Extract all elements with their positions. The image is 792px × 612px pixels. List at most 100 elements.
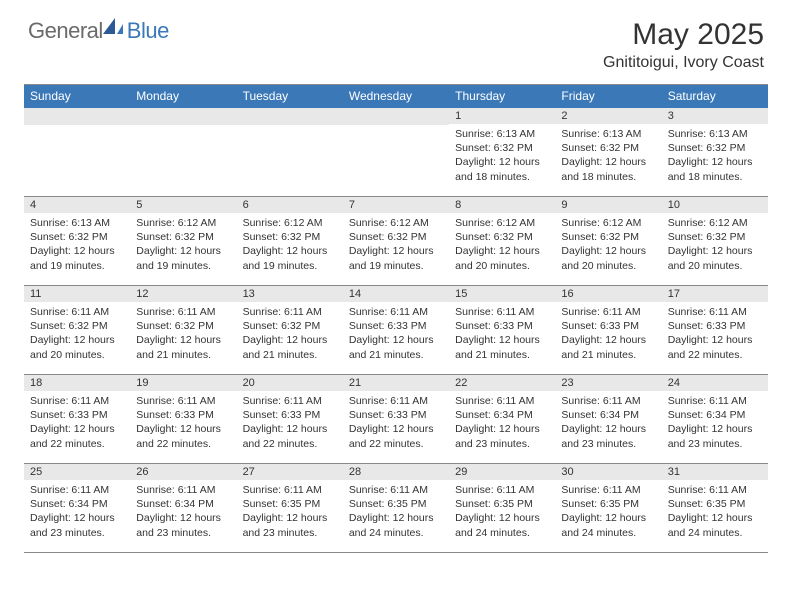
- day-number: 2: [555, 108, 661, 124]
- calendar-cell: 2Sunrise: 6:13 AMSunset: 6:32 PMDaylight…: [555, 108, 661, 196]
- day-details: Sunrise: 6:11 AMSunset: 6:33 PMDaylight:…: [343, 391, 449, 455]
- day-number: 31: [662, 464, 768, 480]
- calendar-cell: 23Sunrise: 6:11 AMSunset: 6:34 PMDayligh…: [555, 375, 661, 463]
- day-number: 4: [24, 197, 130, 213]
- day-header: Tuesday: [237, 85, 343, 108]
- day-header-row: SundayMondayTuesdayWednesdayThursdayFrid…: [24, 85, 768, 108]
- calendar-cell: 19Sunrise: 6:11 AMSunset: 6:33 PMDayligh…: [130, 375, 236, 463]
- day-details: [24, 125, 130, 132]
- calendar-cell: 9Sunrise: 6:12 AMSunset: 6:32 PMDaylight…: [555, 197, 661, 285]
- day-number: 15: [449, 286, 555, 302]
- day-header: Sunday: [24, 85, 130, 108]
- calendar-cell: 17Sunrise: 6:11 AMSunset: 6:33 PMDayligh…: [662, 286, 768, 374]
- day-header: Thursday: [449, 85, 555, 108]
- day-number: 22: [449, 375, 555, 391]
- day-details: Sunrise: 6:11 AMSunset: 6:33 PMDaylight:…: [449, 302, 555, 366]
- page-header: General Blue May 2025 Gnititoigui, Ivory…: [0, 0, 792, 80]
- calendar-cell: [237, 108, 343, 196]
- calendar-cell: [130, 108, 236, 196]
- day-header: Monday: [130, 85, 236, 108]
- calendar-cell: 18Sunrise: 6:11 AMSunset: 6:33 PMDayligh…: [24, 375, 130, 463]
- calendar-cell: 24Sunrise: 6:11 AMSunset: 6:34 PMDayligh…: [662, 375, 768, 463]
- day-number: 16: [555, 286, 661, 302]
- day-details: Sunrise: 6:11 AMSunset: 6:33 PMDaylight:…: [237, 391, 343, 455]
- day-number: 20: [237, 375, 343, 391]
- week-row: 18Sunrise: 6:11 AMSunset: 6:33 PMDayligh…: [24, 375, 768, 464]
- calendar-cell: [343, 108, 449, 196]
- day-details: [237, 125, 343, 132]
- calendar-cell: [24, 108, 130, 196]
- day-number: 29: [449, 464, 555, 480]
- day-details: Sunrise: 6:11 AMSunset: 6:32 PMDaylight:…: [237, 302, 343, 366]
- day-details: Sunrise: 6:11 AMSunset: 6:32 PMDaylight:…: [24, 302, 130, 366]
- day-details: Sunrise: 6:11 AMSunset: 6:34 PMDaylight:…: [24, 480, 130, 544]
- calendar-cell: 31Sunrise: 6:11 AMSunset: 6:35 PMDayligh…: [662, 464, 768, 552]
- day-number: 26: [130, 464, 236, 480]
- day-number: 3: [662, 108, 768, 124]
- title-block: May 2025 Gnititoigui, Ivory Coast: [603, 18, 764, 72]
- calendar-cell: 10Sunrise: 6:12 AMSunset: 6:32 PMDayligh…: [662, 197, 768, 285]
- day-details: Sunrise: 6:12 AMSunset: 6:32 PMDaylight:…: [449, 213, 555, 277]
- calendar-cell: 8Sunrise: 6:12 AMSunset: 6:32 PMDaylight…: [449, 197, 555, 285]
- calendar-cell: 5Sunrise: 6:12 AMSunset: 6:32 PMDaylight…: [130, 197, 236, 285]
- calendar-cell: 20Sunrise: 6:11 AMSunset: 6:33 PMDayligh…: [237, 375, 343, 463]
- calendar-cell: 27Sunrise: 6:11 AMSunset: 6:35 PMDayligh…: [237, 464, 343, 552]
- day-details: Sunrise: 6:12 AMSunset: 6:32 PMDaylight:…: [343, 213, 449, 277]
- day-details: Sunrise: 6:12 AMSunset: 6:32 PMDaylight:…: [130, 213, 236, 277]
- day-number: 21: [343, 375, 449, 391]
- day-details: Sunrise: 6:11 AMSunset: 6:35 PMDaylight:…: [237, 480, 343, 544]
- calendar-cell: 29Sunrise: 6:11 AMSunset: 6:35 PMDayligh…: [449, 464, 555, 552]
- day-details: Sunrise: 6:11 AMSunset: 6:34 PMDaylight:…: [662, 391, 768, 455]
- day-details: Sunrise: 6:13 AMSunset: 6:32 PMDaylight:…: [449, 124, 555, 188]
- week-row: 4Sunrise: 6:13 AMSunset: 6:32 PMDaylight…: [24, 197, 768, 286]
- day-number: 1: [449, 108, 555, 124]
- day-header: Friday: [555, 85, 661, 108]
- day-number: [130, 108, 236, 125]
- calendar-cell: 15Sunrise: 6:11 AMSunset: 6:33 PMDayligh…: [449, 286, 555, 374]
- calendar-cell: 13Sunrise: 6:11 AMSunset: 6:32 PMDayligh…: [237, 286, 343, 374]
- day-details: Sunrise: 6:11 AMSunset: 6:33 PMDaylight:…: [555, 302, 661, 366]
- logo-text-blue: Blue: [127, 18, 169, 44]
- calendar-cell: 22Sunrise: 6:11 AMSunset: 6:34 PMDayligh…: [449, 375, 555, 463]
- day-number: 12: [130, 286, 236, 302]
- day-details: Sunrise: 6:11 AMSunset: 6:33 PMDaylight:…: [130, 391, 236, 455]
- day-number: 10: [662, 197, 768, 213]
- day-number: 5: [130, 197, 236, 213]
- day-number: 27: [237, 464, 343, 480]
- calendar-body: 1Sunrise: 6:13 AMSunset: 6:32 PMDaylight…: [24, 108, 768, 553]
- day-number: 6: [237, 197, 343, 213]
- day-details: Sunrise: 6:11 AMSunset: 6:34 PMDaylight:…: [449, 391, 555, 455]
- day-details: Sunrise: 6:13 AMSunset: 6:32 PMDaylight:…: [662, 124, 768, 188]
- calendar-grid: SundayMondayTuesdayWednesdayThursdayFrid…: [24, 84, 768, 553]
- day-header: Saturday: [662, 85, 768, 108]
- calendar-cell: 4Sunrise: 6:13 AMSunset: 6:32 PMDaylight…: [24, 197, 130, 285]
- calendar-cell: 14Sunrise: 6:11 AMSunset: 6:33 PMDayligh…: [343, 286, 449, 374]
- day-number: 11: [24, 286, 130, 302]
- day-details: Sunrise: 6:11 AMSunset: 6:35 PMDaylight:…: [343, 480, 449, 544]
- day-number: 9: [555, 197, 661, 213]
- day-details: Sunrise: 6:12 AMSunset: 6:32 PMDaylight:…: [662, 213, 768, 277]
- calendar-cell: 12Sunrise: 6:11 AMSunset: 6:32 PMDayligh…: [130, 286, 236, 374]
- day-details: Sunrise: 6:11 AMSunset: 6:33 PMDaylight:…: [343, 302, 449, 366]
- logo-sail-icon: [101, 16, 127, 36]
- day-details: Sunrise: 6:11 AMSunset: 6:32 PMDaylight:…: [130, 302, 236, 366]
- day-number: 7: [343, 197, 449, 213]
- day-number: 18: [24, 375, 130, 391]
- day-number: [24, 108, 130, 125]
- day-details: Sunrise: 6:11 AMSunset: 6:34 PMDaylight:…: [555, 391, 661, 455]
- day-number: 23: [555, 375, 661, 391]
- calendar-cell: 21Sunrise: 6:11 AMSunset: 6:33 PMDayligh…: [343, 375, 449, 463]
- calendar-cell: 3Sunrise: 6:13 AMSunset: 6:32 PMDaylight…: [662, 108, 768, 196]
- calendar-cell: 28Sunrise: 6:11 AMSunset: 6:35 PMDayligh…: [343, 464, 449, 552]
- day-details: Sunrise: 6:13 AMSunset: 6:32 PMDaylight:…: [555, 124, 661, 188]
- day-number: [343, 108, 449, 125]
- day-number: 28: [343, 464, 449, 480]
- day-number: 13: [237, 286, 343, 302]
- day-number: 8: [449, 197, 555, 213]
- calendar-cell: 11Sunrise: 6:11 AMSunset: 6:32 PMDayligh…: [24, 286, 130, 374]
- logo-text-general: General: [28, 18, 103, 44]
- day-header: Wednesday: [343, 85, 449, 108]
- calendar-cell: 16Sunrise: 6:11 AMSunset: 6:33 PMDayligh…: [555, 286, 661, 374]
- day-details: Sunrise: 6:11 AMSunset: 6:35 PMDaylight:…: [449, 480, 555, 544]
- week-row: 25Sunrise: 6:11 AMSunset: 6:34 PMDayligh…: [24, 464, 768, 553]
